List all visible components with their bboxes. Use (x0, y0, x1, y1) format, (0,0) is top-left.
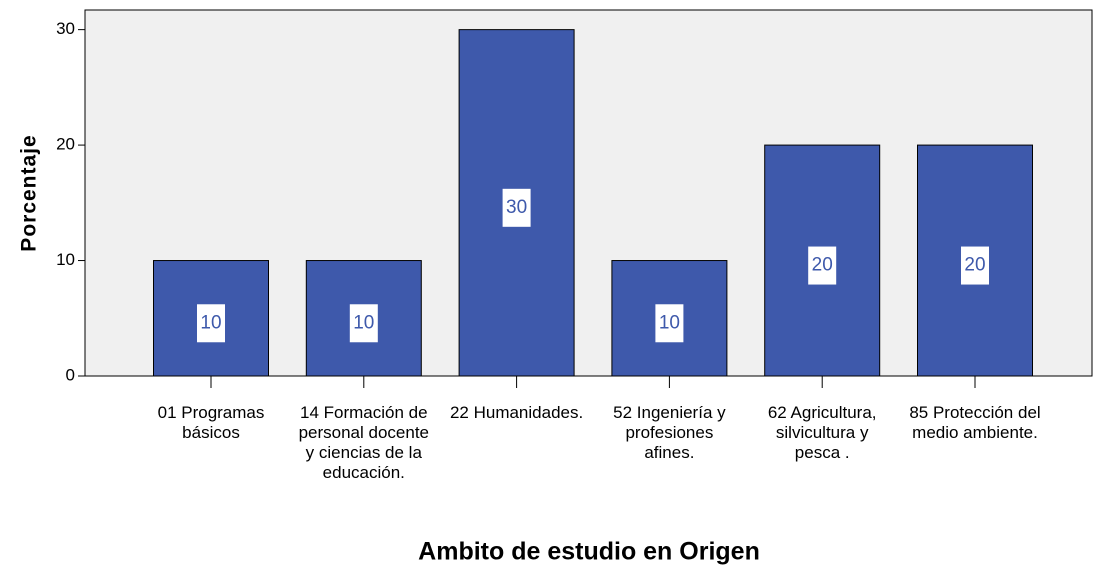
x-tick-label: 14 Formación de personal docente y ciencia… (299, 403, 429, 482)
y-tick-label: 30 (56, 19, 75, 38)
value-label: 10 (659, 312, 680, 333)
value-label-box (808, 246, 837, 285)
value-label-box (502, 188, 531, 227)
x-tick-label: 85 Protección del medio ambiente. (909, 403, 1040, 442)
value-label-box (961, 246, 989, 285)
value-label: 10 (353, 312, 374, 333)
value-label-box (655, 304, 684, 343)
x-tick-label: 01 Programas básicos (158, 403, 265, 442)
value-label: 20 (812, 255, 833, 276)
y-tick-label: 20 (56, 135, 75, 154)
value-label: 20 (964, 255, 985, 276)
value-label: 10 (200, 312, 221, 333)
value-label-box (197, 304, 225, 343)
x-tick-label: 62 Agricultura, silvicultura y pesca . (768, 403, 877, 462)
x-tick-label: 22 Humanidades. (450, 403, 583, 422)
value-label: 30 (506, 197, 527, 218)
y-tick-label: 0 (66, 365, 75, 384)
value-label-box (349, 304, 378, 343)
x-tick-label: 52 Ingeniería y profesiones afines. (613, 403, 726, 462)
y-axis-title: Porcentaje (18, 134, 41, 251)
x-axis-title: Ambito de estudio en Origen (418, 538, 760, 566)
y-tick-label: 10 (56, 250, 75, 269)
